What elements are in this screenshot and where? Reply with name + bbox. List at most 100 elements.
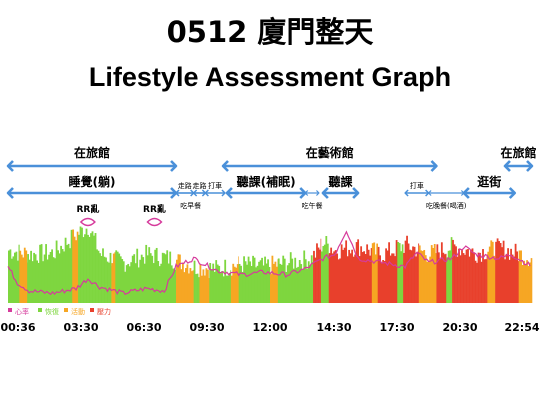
state-bar-recovery [42, 261, 44, 303]
legend-label: 活動 [71, 307, 85, 316]
state-bar-stress [355, 242, 358, 303]
state-bar-recovery [401, 244, 404, 303]
state-bar-recovery [90, 233, 92, 303]
state-bar-recovery [125, 265, 128, 303]
state-bar-activity [527, 266, 530, 303]
state-bar-activity [26, 262, 28, 303]
state-bar-activity [73, 236, 76, 303]
state-bar-activity [186, 264, 189, 303]
state-bar-recovery [57, 250, 59, 303]
activity-arrow [462, 187, 517, 199]
state-bar-recovery [224, 259, 227, 303]
state-bar-recovery [136, 248, 139, 303]
state-bar-activity [427, 261, 430, 303]
state-bar-recovery [325, 236, 328, 303]
state-bar-recovery [27, 254, 29, 303]
state-bar-recovery [277, 258, 280, 303]
state-bar-recovery [94, 233, 97, 303]
state-bar-stress [464, 254, 466, 303]
state-bar-recovery [283, 258, 286, 303]
state-bar-recovery [78, 234, 80, 303]
state-bar-recovery [268, 266, 271, 303]
activity-arrow-head-left [225, 187, 233, 199]
state-bar-activity [25, 250, 28, 303]
state-bar-stress [319, 249, 321, 303]
state-bar-recovery [55, 240, 58, 303]
state-bar-recovery [96, 249, 98, 303]
state-bar-activity [23, 247, 26, 303]
state-bar-stress [458, 248, 460, 303]
state-bar-recovery [105, 257, 107, 303]
state-bar-activity [232, 263, 235, 303]
state-bar-recovery [149, 253, 152, 303]
state-bar-recovery [14, 252, 16, 303]
state-bar-activity [201, 275, 203, 303]
state-bar-stress [328, 253, 331, 303]
x-tick-label: 14:30 [316, 321, 351, 334]
state-bar-recovery [116, 251, 119, 303]
annotation-layer: 在旅館 在藝術館 在旅館睡覺(躺) 走路 走路 打車 聽課(補眠) 聽課 打車 逛街吃早餐 吃午餐吃… [6, 145, 536, 227]
legend: 心率 恢復 活動 壓力 [8, 307, 111, 316]
state-bar-recovery [133, 254, 136, 303]
state-bar-recovery [279, 263, 282, 303]
state-bar-recovery [301, 269, 304, 303]
state-bar-recovery [43, 254, 46, 303]
state-bar-recovery [39, 244, 41, 303]
activity-label: 走路 [178, 181, 192, 190]
state-bar-recovery [446, 257, 449, 303]
state-bar-activity [490, 240, 493, 303]
state-bar-recovery [115, 250, 118, 303]
state-bar-recovery [69, 248, 71, 303]
meal-arrow [428, 190, 465, 196]
state-bar-activity [114, 252, 116, 303]
state-bar-activity [183, 272, 186, 303]
state-bar-stress [382, 260, 384, 303]
state-bar-recovery [450, 237, 453, 303]
state-bar-stress [333, 251, 336, 303]
state-bar-recovery [328, 254, 330, 303]
state-bar-activity [182, 262, 184, 303]
state-bar-stress [404, 240, 407, 303]
state-bar-stress [380, 262, 383, 303]
state-bar-recovery [310, 255, 313, 303]
state-bar-recovery [87, 234, 89, 303]
state-bar-stress [456, 256, 459, 303]
state-bar-stress [406, 235, 408, 303]
state-bar-recovery [145, 244, 148, 303]
state-bar-recovery [122, 261, 125, 303]
location-arrow [503, 160, 534, 172]
state-bar-recovery [9, 249, 12, 303]
state-bar-recovery [303, 250, 306, 303]
state-bar-stress [370, 248, 373, 303]
state-bar-stress [418, 243, 420, 303]
state-bar-stress [459, 255, 462, 303]
rr-marker [146, 217, 163, 227]
state-bar-recovery [195, 274, 197, 303]
state-bar-recovery [397, 242, 400, 303]
state-bar-recovery [163, 253, 166, 303]
state-bar-activity [432, 247, 435, 303]
activity-label: 聽課(補眠) [237, 174, 296, 189]
state-bar-stress [391, 253, 393, 303]
state-bar-activity [22, 257, 25, 303]
state-bar-stress [379, 255, 381, 303]
state-bar-recovery [292, 268, 295, 303]
rr-label: RR亂 [143, 203, 166, 215]
state-bar-recovery [106, 261, 109, 303]
state-bar-stress [499, 243, 502, 303]
state-bar-stress [501, 247, 503, 303]
state-bar-stress [403, 252, 405, 303]
state-bar-stress [369, 255, 372, 303]
state-bar-stress [462, 253, 465, 303]
state-bar-activity [205, 268, 208, 303]
activity-label: 打車 [208, 181, 222, 190]
state-bar-recovery [322, 246, 325, 303]
x-tick-label: 09:30 [189, 321, 224, 334]
state-bar-recovery [240, 265, 242, 303]
state-bar-recovery [297, 266, 300, 303]
meal-arrow [175, 190, 206, 196]
state-bar-recovery [164, 254, 167, 303]
state-bar-recovery [157, 261, 160, 303]
state-bar-stress [330, 247, 333, 303]
state-bar-stress [507, 248, 509, 303]
